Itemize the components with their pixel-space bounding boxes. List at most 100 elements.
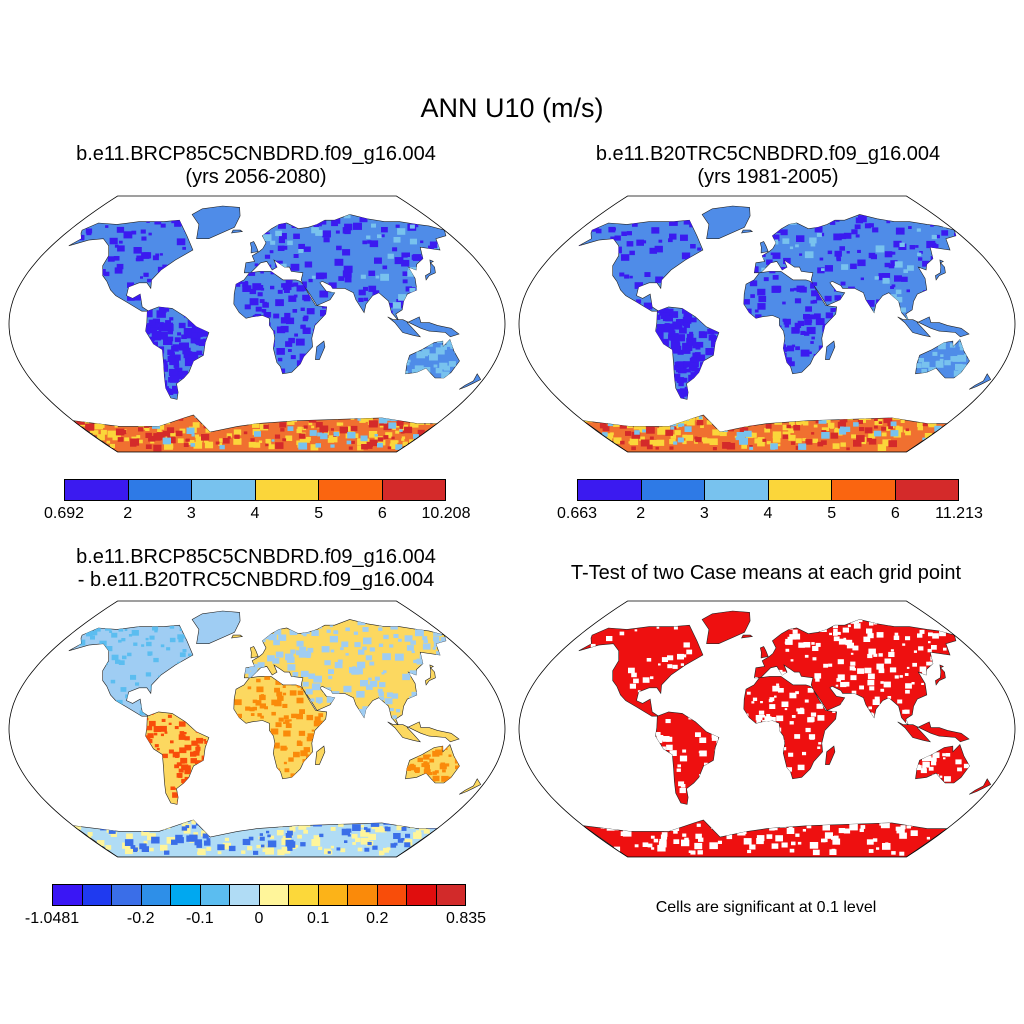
grid-cell — [788, 752, 794, 757]
grid-cell — [788, 428, 794, 434]
grid-cell — [274, 687, 280, 693]
grid-cell — [141, 829, 150, 836]
grid-cell — [138, 423, 146, 430]
grid-cell — [313, 675, 322, 683]
grid-cell — [155, 253, 160, 257]
grid-cell — [613, 437, 622, 444]
grid-cell — [918, 358, 924, 363]
grid-cell — [918, 257, 923, 261]
land-nz — [459, 373, 482, 390]
grid-cell — [413, 434, 419, 439]
grid-cell — [164, 340, 169, 344]
grid-cell — [635, 299, 642, 304]
grid-cell — [854, 224, 861, 230]
grid-cell — [888, 651, 895, 657]
grid-cell — [944, 776, 951, 782]
grid-cell — [926, 240, 936, 249]
grid-cell — [655, 276, 664, 283]
grid-cell — [642, 240, 647, 244]
grid-cell — [135, 682, 140, 686]
grid-cell — [262, 302, 269, 308]
grid-cell — [380, 827, 387, 833]
grid-cell — [383, 670, 387, 674]
grid-cell — [159, 725, 167, 732]
grid-cell — [907, 265, 914, 271]
colorbar-tick-label: 3 — [186, 505, 196, 522]
grid-cell — [336, 847, 341, 851]
grid-cell — [289, 690, 297, 696]
grid-cell — [259, 299, 265, 303]
grid-cell — [360, 680, 369, 687]
grid-cell — [388, 422, 397, 429]
grid-cell — [834, 295, 842, 301]
grid-cell — [167, 330, 173, 335]
grid-cell — [749, 280, 758, 287]
grid-cell — [879, 823, 883, 826]
grid-cell — [606, 636, 613, 642]
grid-cell — [397, 838, 404, 843]
grid-cell — [123, 231, 133, 239]
grid-cell — [771, 234, 780, 242]
map-panel-4 — [518, 600, 1016, 858]
grid-cell — [304, 261, 313, 268]
grid-cell — [625, 431, 632, 436]
grid-cell — [445, 763, 450, 767]
grid-cell — [821, 838, 826, 843]
grid-cell — [267, 840, 277, 848]
grid-cell — [111, 632, 118, 638]
grid-cell — [285, 341, 293, 347]
grid-cell — [893, 635, 900, 640]
grid-cell — [257, 662, 265, 668]
grid-cell — [278, 717, 284, 722]
grid-cell — [369, 647, 375, 652]
grid-cell — [366, 235, 371, 239]
grid-cell — [866, 628, 873, 634]
grid-cell — [760, 701, 763, 704]
grid-cell — [864, 223, 872, 229]
grid-cell — [850, 652, 854, 655]
grid-cell — [324, 430, 330, 435]
colorbar-tick-label: 10.208 — [421, 505, 471, 522]
grid-cell — [887, 696, 892, 699]
grid-cell — [323, 237, 330, 243]
grid-cell — [786, 827, 795, 834]
grid-cell — [766, 441, 771, 445]
grid-cell — [690, 850, 696, 855]
grid-cell — [386, 692, 393, 698]
grid-cell — [287, 426, 294, 431]
grid-cell — [176, 238, 186, 246]
grid-cell — [899, 307, 906, 313]
grid-cell — [377, 437, 384, 442]
grid-cell — [657, 739, 663, 744]
panel1-title: b.e11.BRCP85C5CNBDRD.f09_g16.004 (yrs 20… — [16, 143, 496, 189]
grid-cell — [833, 628, 838, 633]
grid-cell — [131, 630, 139, 636]
grid-cell — [835, 684, 839, 687]
grid-cell — [259, 833, 263, 836]
grid-cell — [288, 757, 294, 762]
grid-cell — [614, 235, 621, 241]
grid-cell — [163, 368, 168, 372]
grid-cell — [363, 297, 368, 302]
grid-cell — [265, 847, 274, 855]
grid-cell — [282, 438, 287, 442]
grid-cell — [377, 234, 382, 239]
grid-cell — [928, 766, 934, 771]
grid-cell — [696, 419, 704, 426]
grid-cell — [329, 635, 338, 643]
grid-cell — [416, 658, 424, 665]
colorbar-tick-label: 3 — [699, 505, 709, 522]
grid-cell — [840, 281, 846, 286]
grid-cell — [116, 699, 123, 705]
grid-cell — [114, 244, 119, 248]
grid-cell — [133, 247, 142, 254]
grid-cell — [191, 820, 199, 824]
grid-cell — [857, 668, 865, 674]
grid-cell — [339, 426, 348, 434]
grid-cell — [389, 708, 394, 712]
grid-cell — [755, 314, 762, 320]
land-greenland — [191, 205, 241, 239]
grid-cell — [172, 385, 182, 394]
grid-cell — [410, 640, 416, 645]
grid-cell — [270, 728, 279, 735]
